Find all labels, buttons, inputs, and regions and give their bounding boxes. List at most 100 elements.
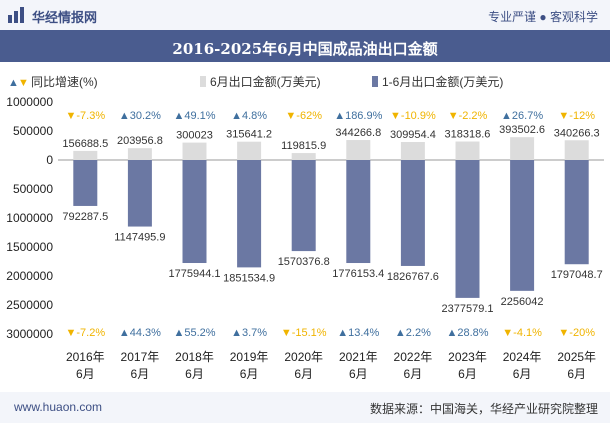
y-tick-label: 1000000 — [6, 211, 53, 225]
x-tick-label-month: 6月 — [404, 367, 423, 381]
june-value-label: 119815.9 — [281, 140, 326, 152]
cumulative-value-label: 1851534.9 — [223, 272, 275, 284]
cumulative-value-label: 1147495.9 — [114, 232, 165, 244]
x-tick-label-month: 6月 — [513, 367, 532, 381]
x-tick-label-year: 2023年 — [448, 350, 487, 364]
cumulative-growth-label: ▲55.2% — [173, 327, 215, 339]
legend-label-june: 6月出口金额(万美元) — [210, 74, 321, 89]
june-export-bar — [291, 153, 316, 160]
cumulative-growth-label: ▼-15.1% — [281, 327, 327, 339]
june-growth-label: ▲4.8% — [231, 110, 267, 122]
cumulative-growth-label: ▲2.2% — [395, 327, 431, 339]
cumulative-value-label: 1775944.1 — [169, 268, 221, 280]
june-value-label: 344266.8 — [335, 127, 381, 139]
cumulative-export-bar — [237, 160, 262, 268]
june-growth-label: ▼-62% — [285, 110, 322, 122]
cumulative-export-bar — [510, 160, 535, 291]
cumulative-growth-label: ▲13.4% — [337, 327, 379, 339]
cumulative-value-label: 792287.5 — [62, 211, 108, 223]
june-growth-label: ▼-10.9% — [390, 110, 436, 122]
cumulative-export-bar — [127, 160, 152, 227]
cumulative-value-label: 1826767.6 — [387, 271, 439, 283]
june-export-bar — [564, 140, 589, 160]
tagline: 专业严谨 ● 客观科学 — [488, 10, 598, 24]
june-value-label: 318318.6 — [445, 129, 491, 141]
june-value-label: 340266.3 — [554, 127, 600, 139]
june-export-bar — [346, 140, 371, 160]
x-tick-label-year: 2016年 — [66, 350, 105, 364]
june-value-label: 315641.2 — [226, 129, 272, 141]
cumulative-value-label: 1776153.4 — [332, 268, 384, 280]
logo-icon — [8, 7, 24, 23]
x-tick-label-year: 2018年 — [175, 350, 214, 364]
y-tick-label: 500000 — [13, 182, 53, 196]
y-tick-label: 1500000 — [6, 240, 53, 254]
june-export-bar — [73, 150, 98, 160]
june-growth-label: ▲186.9% — [334, 110, 382, 122]
data-source: 数据来源：中国海关，华经产业研究院整理 — [369, 402, 598, 416]
cumulative-value-label: 2256042 — [501, 296, 544, 308]
legend-up-icon: ▲ — [8, 77, 19, 89]
june-growth-label: ▼-2.2% — [448, 110, 488, 122]
cumulative-growth-label: ▲28.8% — [446, 327, 488, 339]
x-tick-label-year: 2021年 — [339, 350, 378, 364]
june-value-label: 300023 — [176, 130, 213, 142]
x-tick-label-month: 6月 — [185, 367, 204, 381]
top-bar: 华经情报网 专业严谨 ● 客观科学 — [0, 0, 610, 30]
june-growth-label: ▲30.2% — [119, 110, 161, 122]
june-export-bar — [400, 142, 425, 160]
cumulative-export-bar — [346, 160, 371, 264]
june-growth-label: ▼-12% — [558, 110, 595, 122]
x-tick-label-year: 2025年 — [557, 350, 596, 364]
cumulative-value-label: 1570376.8 — [278, 256, 330, 268]
june-growth-label: ▼-7.3% — [65, 110, 105, 122]
x-tick-label-month: 6月 — [131, 367, 150, 381]
cumulative-growth-label: ▼-7.2% — [65, 327, 105, 339]
x-tick-label-month: 6月 — [458, 367, 477, 381]
chart-title: 2016-2025年6月中国成品油出口金额 — [172, 40, 438, 58]
x-tick-label-year: 2019年 — [230, 350, 269, 364]
cumulative-value-label: 2377579.1 — [442, 303, 494, 315]
june-value-label: 309954.4 — [390, 129, 436, 141]
legend-swatch-june — [200, 76, 206, 87]
title-band: 2016-2025年6月中国成品油出口金额 — [0, 30, 610, 62]
y-tick-label: 3000000 — [6, 327, 53, 341]
website-link[interactable]: www.huaon.com — [14, 400, 103, 414]
y-tick-label: 500000 — [13, 124, 53, 138]
x-tick-label-year: 2022年 — [394, 350, 433, 364]
cumulative-growth-label: ▼-20% — [558, 327, 595, 339]
june-export-bar — [182, 142, 207, 160]
legend-label-cumulative: 1-6月出口金额(万美元) — [382, 74, 503, 89]
legend-down-icon: ▼ — [18, 77, 29, 89]
cumulative-export-bar — [291, 160, 316, 252]
legend-swatch-cumulative — [372, 76, 378, 87]
x-tick-label-month: 6月 — [76, 367, 95, 381]
footer-bar: www.huaon.com 数据来源：中国海关，华经产业研究院整理 — [0, 392, 610, 423]
x-tick-label-month: 6月 — [240, 367, 259, 381]
june-value-label: 156688.5 — [62, 138, 108, 150]
y-tick-label: 0 — [46, 153, 53, 167]
y-tick-label: 2000000 — [6, 269, 53, 283]
cumulative-export-bar — [455, 160, 480, 298]
cumulative-growth-label: ▼-4.1% — [502, 327, 542, 339]
cumulative-growth-label: ▲44.3% — [119, 327, 161, 339]
june-value-label: 203956.8 — [117, 135, 163, 147]
cumulative-growth-label: ▲3.7% — [231, 327, 267, 339]
june-export-bar — [127, 148, 152, 160]
june-growth-label: ▲49.1% — [173, 110, 215, 122]
june-export-bar — [455, 141, 480, 160]
x-tick-label-month: 6月 — [567, 367, 586, 381]
x-tick-label-year: 2017年 — [121, 350, 160, 364]
cumulative-export-bar — [73, 160, 98, 206]
june-export-bar — [510, 137, 535, 160]
brand-name: 华经情报网 — [32, 10, 98, 25]
x-tick-label-year: 2020年 — [284, 350, 323, 364]
y-tick-label: 2500000 — [6, 298, 53, 312]
legend-label-growth: 同比增速(%) — [31, 75, 98, 89]
june-export-bar — [237, 141, 262, 160]
cumulative-export-bar — [400, 160, 425, 266]
y-tick-label: 1000000 — [6, 95, 53, 109]
cumulative-value-label: 1797048.7 — [551, 269, 603, 281]
chart-svg: ▲ ▼ 同比增速(%) 6月出口金额(万美元) 1-6月出口金额(万美元) 1000000… — [6, 74, 604, 381]
